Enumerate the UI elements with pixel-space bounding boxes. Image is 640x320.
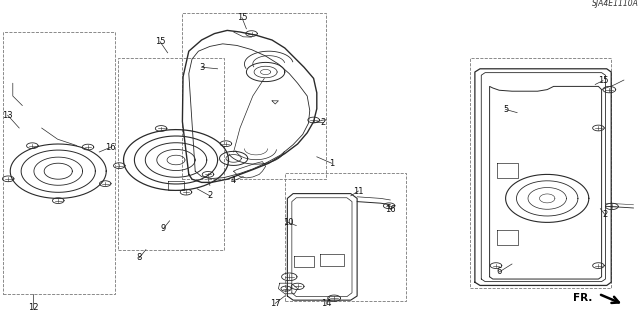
Text: 13: 13 (3, 111, 13, 120)
Bar (3, 32, 115, 294)
Text: 4: 4 (231, 176, 236, 185)
Text: 1: 1 (329, 159, 334, 168)
Text: 16: 16 (106, 143, 116, 152)
Text: 15: 15 (598, 76, 608, 85)
Text: 15: 15 (237, 13, 247, 22)
Text: 8: 8 (137, 253, 142, 262)
Text: 16: 16 (385, 205, 396, 214)
Text: 6: 6 (497, 268, 502, 276)
Bar (285, 173, 406, 301)
Text: 11: 11 (353, 187, 364, 196)
Text: 14: 14 (321, 299, 332, 308)
Text: 3: 3 (199, 63, 204, 72)
Bar (182, 13, 326, 179)
Text: 2: 2 (602, 210, 607, 219)
Text: 2: 2 (321, 118, 326, 127)
Text: 12: 12 (28, 303, 38, 312)
Text: 15: 15 (155, 37, 165, 46)
Text: FR.: FR. (573, 293, 592, 303)
Text: 10: 10 (283, 218, 293, 227)
Text: 17: 17 (270, 299, 280, 308)
Text: 5: 5 (503, 105, 508, 114)
Text: 9: 9 (161, 224, 166, 233)
Bar (470, 58, 611, 288)
Text: 2: 2 (207, 191, 212, 200)
Text: SJA4E1110A: SJA4E1110A (592, 0, 639, 8)
Bar (118, 58, 224, 250)
